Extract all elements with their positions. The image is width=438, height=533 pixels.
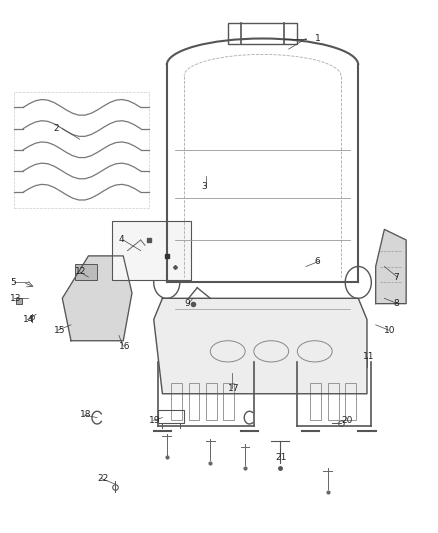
Bar [228,22,297,44]
Bar [14,92,149,208]
Text: 20: 20 [341,416,352,425]
Text: 8: 8 [393,299,399,308]
Text: 21: 21 [276,453,287,462]
Text: 22: 22 [97,474,108,483]
Text: 6: 6 [315,257,321,265]
Bar [311,383,321,420]
Polygon shape [376,229,406,304]
Bar [188,383,199,420]
Text: 17: 17 [228,384,239,393]
Polygon shape [62,256,132,341]
Text: 5: 5 [10,278,16,287]
Text: 10: 10 [385,326,396,335]
Text: 15: 15 [53,326,65,335]
Bar [206,383,217,420]
Bar [158,410,184,423]
Text: 3: 3 [201,182,207,191]
Text: 18: 18 [80,410,91,419]
Text: 12: 12 [75,268,87,276]
FancyBboxPatch shape [113,221,191,280]
Text: 19: 19 [149,416,161,425]
Bar [75,264,97,280]
Text: 9: 9 [184,299,190,308]
Text: 14: 14 [23,315,35,324]
Bar [223,383,234,420]
Text: 4: 4 [119,236,124,245]
Text: 7: 7 [393,272,399,281]
Bar [328,383,339,420]
Bar [171,383,182,420]
Polygon shape [154,298,367,394]
Bar [345,383,356,420]
Text: 16: 16 [119,342,131,351]
Text: 2: 2 [53,124,59,133]
Text: 1: 1 [315,34,321,43]
Text: 13: 13 [10,294,21,303]
Text: 11: 11 [363,352,374,361]
